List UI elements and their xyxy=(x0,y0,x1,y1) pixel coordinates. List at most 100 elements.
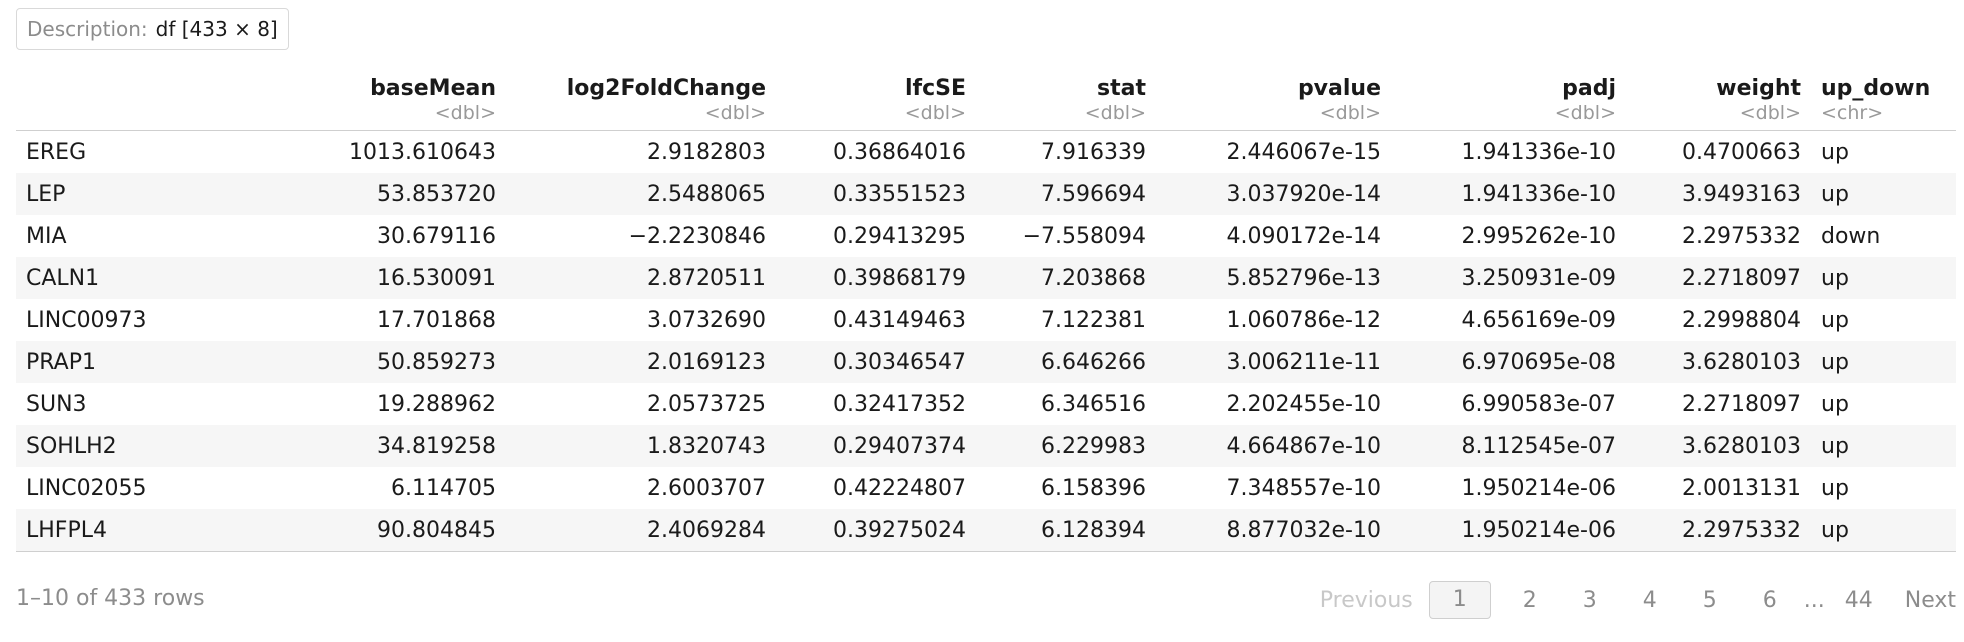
description-label: Description: xyxy=(27,17,148,41)
next-page-button[interactable]: Next xyxy=(1904,587,1956,613)
column-header-stat: stat <dbl> xyxy=(976,72,1156,131)
table-cell: 2.2718097 xyxy=(1626,257,1811,299)
page-button-5[interactable]: 5 xyxy=(1702,587,1717,613)
table-cell: 50.859273 xyxy=(246,341,506,383)
table-footer: 1–10 of 433 rows Previous 1 2 3 4 5 6 ..… xyxy=(16,578,1956,622)
column-type: <dbl> xyxy=(1084,102,1146,124)
column-type: <dbl> xyxy=(904,102,966,124)
row-name-cell: PRAP1 xyxy=(16,341,246,383)
row-name-cell: LHFPL4 xyxy=(16,509,246,552)
table-cell: 6.970695e-08 xyxy=(1391,341,1626,383)
table-cell: 6.114705 xyxy=(391,475,496,501)
table-cell: −7.558094 xyxy=(1022,223,1146,249)
table-cell: 1.8320743 xyxy=(506,425,776,467)
table-cell: 7.596694 xyxy=(976,173,1156,215)
page-button-last[interactable]: 44 xyxy=(1844,587,1873,613)
table-cell: up xyxy=(1811,509,1956,552)
table-cell: 3.6280103 xyxy=(1626,425,1811,467)
table-row: CALN1 16.530091 2.8720511 0.39868179 7.20386… xyxy=(16,257,1956,299)
column-header-up_down: up_down <chr> xyxy=(1811,72,1956,131)
table-cell: 0.29413295 xyxy=(833,223,966,249)
table-cell: 7.348557e-10 xyxy=(1226,475,1381,501)
table-cell: 17.701868 xyxy=(377,307,496,333)
column-type: <dbl> xyxy=(1319,102,1381,124)
table-cell: 6.646266 xyxy=(976,341,1156,383)
table-cell: 3.9493163 xyxy=(1626,173,1811,215)
header-row: baseMean <dbl> log2FoldChange <dbl> lfcSE <db… xyxy=(16,72,1956,131)
table-cell: 6.229983 xyxy=(976,425,1156,467)
page-button-4[interactable]: 4 xyxy=(1642,587,1657,613)
column-type: <dbl> xyxy=(434,102,496,124)
table-cell: up xyxy=(1811,257,1956,299)
table-cell: 2.8720511 xyxy=(506,257,776,299)
previous-page-button[interactable]: Previous xyxy=(1319,587,1413,613)
row-name-cell: LINC02055 xyxy=(26,475,147,501)
table-cell: 4.090172e-14 xyxy=(1226,223,1381,249)
table-cell: 0.30346547 xyxy=(776,341,976,383)
column-name: padj xyxy=(1562,76,1616,101)
table-cell: 53.853720 xyxy=(246,173,506,215)
table-cell: up xyxy=(1821,391,1849,417)
column-name: pvalue xyxy=(1297,76,1381,101)
table-cell: 1.941336e-10 xyxy=(1391,173,1626,215)
data-table-container: baseMean <dbl> log2FoldChange <dbl> lfcSE <db… xyxy=(16,72,1956,552)
table-cell: up xyxy=(1821,307,1849,333)
column-name: lfcSE xyxy=(904,76,966,101)
row-name-cell: LINC00973 xyxy=(26,307,147,333)
table-row: LINC00973 17.701868 3.0732690 0.43149463 7.1… xyxy=(16,299,1956,341)
table-cell: 2.9182803 xyxy=(647,139,766,165)
row-name-cell: CALN1 xyxy=(16,257,246,299)
table-cell: 6.128394 xyxy=(976,509,1156,552)
table-cell: 0.43149463 xyxy=(833,307,966,333)
page-button-6[interactable]: 6 xyxy=(1762,587,1777,613)
table-row: LEP 53.853720 2.5488065 0.33551523 7.596694 3… xyxy=(16,173,1956,215)
data-table: baseMean <dbl> log2FoldChange <dbl> lfcSE <db… xyxy=(16,72,1956,552)
table-body: EREG 1013.610643 2.9182803 0.36864016 7.9163… xyxy=(16,131,1956,552)
column-name: baseMean xyxy=(370,76,496,101)
table-cell: 2.2998804 xyxy=(1682,307,1801,333)
table-cell: 2.446067e-15 xyxy=(1226,139,1381,165)
table-cell: 0.39275024 xyxy=(776,509,976,552)
table-cell: 0.4700663 xyxy=(1682,139,1801,165)
table-cell: 8.877032e-10 xyxy=(1156,509,1391,552)
description-value: df [433 × 8] xyxy=(155,17,278,41)
table-cell: 0.36864016 xyxy=(833,139,966,165)
table-cell: 4.656169e-09 xyxy=(1461,307,1616,333)
table-cell: 2.202455e-10 xyxy=(1226,391,1381,417)
page-button-1[interactable]: 1 xyxy=(1428,581,1491,619)
table-cell: 3.037920e-14 xyxy=(1156,173,1391,215)
page-button-3[interactable]: 3 xyxy=(1582,587,1597,613)
column-header-weight: weight <dbl> xyxy=(1626,72,1811,131)
column-type: <chr> xyxy=(1821,102,1884,124)
description-box: Description: df [433 × 8] xyxy=(16,8,289,50)
table-cell: 7.203868 xyxy=(976,257,1156,299)
column-type: <dbl> xyxy=(704,102,766,124)
table-row: SOHLH2 34.819258 1.8320743 0.29407374 6.2299… xyxy=(16,425,1956,467)
row-name-cell: EREG xyxy=(26,139,87,165)
column-header-padj: padj <dbl> xyxy=(1391,72,1626,131)
column-name: up_down xyxy=(1821,76,1931,101)
table-cell: 7.122381 xyxy=(1041,307,1146,333)
table-cell: 2.6003707 xyxy=(647,475,766,501)
page-ellipsis: ... xyxy=(1803,587,1825,613)
column-name: log2FoldChange xyxy=(566,76,766,101)
table-row: MIA 30.679116 −2.2230846 0.29413295 −7.55809… xyxy=(16,215,1956,257)
table-cell: 5.852796e-13 xyxy=(1156,257,1391,299)
table-cell: 2.0169123 xyxy=(506,341,776,383)
header-rowname xyxy=(16,72,246,131)
table-cell: 1.941336e-10 xyxy=(1461,139,1616,165)
column-header-basemean: baseMean <dbl> xyxy=(246,72,506,131)
table-cell: 0.33551523 xyxy=(776,173,976,215)
table-cell: up xyxy=(1811,425,1956,467)
table-cell: 1.060786e-12 xyxy=(1226,307,1381,333)
table-row: EREG 1013.610643 2.9182803 0.36864016 7.9163… xyxy=(16,131,1956,174)
row-name-cell: SUN3 xyxy=(26,391,87,417)
page-button-2[interactable]: 2 xyxy=(1522,587,1537,613)
table-cell: 2.4069284 xyxy=(506,509,776,552)
table-cell: 2.2975332 xyxy=(1682,223,1801,249)
table-cell: 3.0732690 xyxy=(647,307,766,333)
table-header: baseMean <dbl> log2FoldChange <dbl> lfcSE <db… xyxy=(16,72,1956,131)
row-count-label: 1–10 of 433 rows xyxy=(16,586,205,611)
table-cell: 0.29407374 xyxy=(776,425,976,467)
table-cell: down xyxy=(1821,223,1881,249)
